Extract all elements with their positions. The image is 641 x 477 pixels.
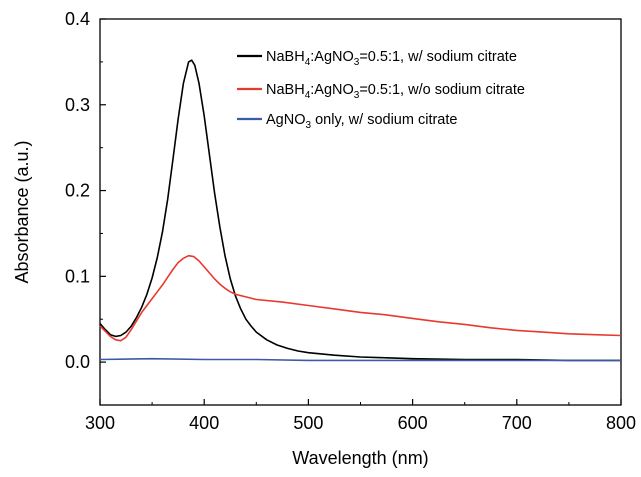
series-line-3	[99, 357, 621, 362]
plot-frame	[99, 18, 622, 406]
y-tick-label: 0.0	[65, 352, 90, 372]
legend: NaBH4:AgNO3=0.5:1, w/ sodium citrate NaB…	[237, 49, 525, 131]
legend-label-1-part-a: NaBH	[266, 49, 305, 65]
y-tick-label: 0.2	[65, 181, 90, 201]
series-lines	[99, 59, 622, 362]
x-tick-label: 400	[189, 413, 219, 433]
legend-label-2: NaBH4:AgNO3=0.5:1, w/o sodium citrate	[266, 82, 525, 101]
x-tick-label: 500	[293, 413, 323, 433]
legend-label-1-part-e: =0.5:1, w/ sodium citrate	[359, 49, 517, 65]
legend-label-2-part-e: =0.5:1, w/o sodium citrate	[359, 82, 525, 98]
legend-label-2-sub-b: 4	[305, 90, 311, 101]
legend-label-1-part-c: :AgNO	[310, 49, 354, 65]
y-tick-label: 0.4	[65, 9, 90, 29]
legend-label-2-sub-d: 3	[354, 90, 360, 101]
axis-ticks	[99, 18, 622, 406]
x-tick-label: 800	[606, 413, 636, 433]
x-axis-title: Wavelength (nm)	[292, 448, 428, 468]
legend-label-1-sub-b: 4	[305, 57, 311, 68]
legend-label-2-part-c: :AgNO	[310, 82, 354, 98]
legend-label-1-sub-d: 3	[354, 57, 360, 68]
series-line-1	[99, 59, 621, 362]
x-tick-label: 600	[398, 413, 428, 433]
y-tick-label: 0.3	[65, 95, 90, 115]
x-tick-label: 300	[85, 413, 115, 433]
legend-label-3: AgNO3 only, w/ sodium citrate	[266, 112, 457, 131]
legend-label-3-part-a: AgNO	[266, 112, 306, 128]
legend-label-2-part-a: NaBH	[266, 82, 305, 98]
legend-label-3-part-c: only, w/ sodium citrate	[311, 112, 457, 128]
x-tick-label: 700	[502, 413, 532, 433]
y-tick-label: 0.1	[65, 266, 90, 286]
legend-label-1: NaBH4:AgNO3=0.5:1, w/ sodium citrate	[266, 49, 517, 68]
y-axis-title: Absorbance (a.u.)	[12, 140, 32, 283]
axis-tick-labels: 300 400 500 600 700 800 0.0 0.1 0.2 0.3 0.4	[65, 9, 636, 433]
legend-label-3-sub-b: 3	[306, 120, 312, 131]
series-line-2	[99, 254, 622, 342]
